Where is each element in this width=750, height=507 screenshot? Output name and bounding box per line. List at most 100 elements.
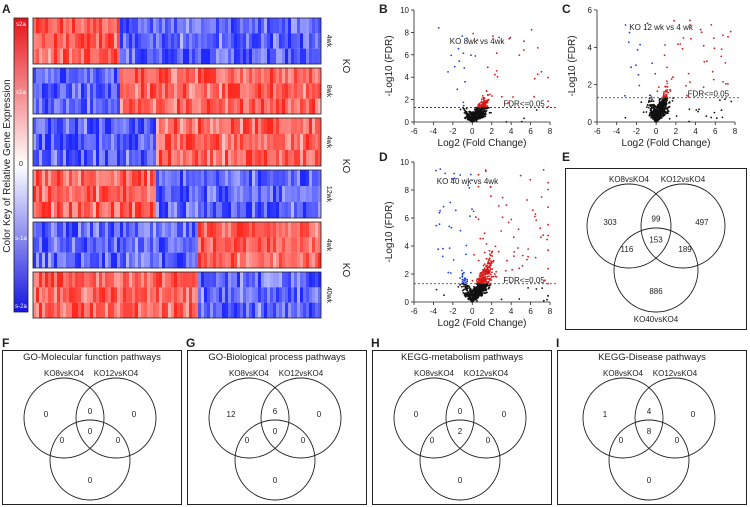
data-point (496, 75, 499, 78)
data-point (729, 30, 732, 33)
heatmap-cell (186, 83, 190, 99)
heatmap-cell (228, 272, 232, 288)
heatmap-cell (249, 134, 253, 151)
heatmap-cell (150, 237, 154, 253)
heatmap-cell (261, 170, 265, 187)
heatmap-cell (93, 33, 97, 49)
data-point (527, 255, 529, 258)
heatmap-cell (138, 287, 142, 303)
heatmap-cell (267, 48, 271, 65)
heatmap-cell (303, 68, 307, 84)
data-point (463, 117, 466, 119)
data-point (672, 76, 674, 79)
heatmap-cell (177, 118, 181, 135)
data-point (483, 105, 486, 108)
heatmap-cell (36, 98, 40, 115)
data-point (518, 54, 521, 56)
heatmap-cell (195, 48, 199, 65)
data-point (722, 34, 724, 37)
data-point (494, 73, 496, 76)
data-point (715, 117, 718, 120)
data-point (657, 103, 659, 106)
heatmap-cell (219, 237, 223, 253)
heatmap-cell (294, 287, 298, 303)
venn-set-label: KO40vsKO4 (627, 503, 672, 505)
heatmap-cell (258, 150, 262, 167)
heatmap-cell (96, 68, 100, 84)
heatmap-cell (147, 150, 151, 167)
data-point (484, 109, 486, 112)
heatmap-cell (99, 68, 103, 84)
heatmap-cell (273, 252, 277, 269)
heatmap-cell (270, 302, 274, 319)
heatmap-cell (78, 287, 82, 303)
heatmap-cell (60, 237, 64, 253)
heatmap-cell (147, 48, 151, 65)
venn-count: 0 (502, 410, 507, 419)
heatmap-cell (285, 48, 289, 65)
data-point (653, 113, 655, 115)
heatmap-cell (51, 237, 55, 253)
heatmap-cell (45, 222, 49, 238)
heatmap-cell (282, 170, 286, 187)
heatmap-cell (228, 83, 232, 99)
heatmap-cell (81, 272, 85, 288)
heatmap-cell (210, 68, 214, 84)
heatmap-cell (93, 302, 97, 319)
heatmap-cell (99, 287, 103, 303)
heatmap-cell (171, 98, 175, 115)
x-axis-label: Log2 (Fold Change) (438, 318, 527, 329)
data-point (477, 218, 480, 221)
heatmap-cell (129, 202, 133, 219)
heatmap-cell (192, 287, 196, 303)
heatmap-cell (213, 170, 217, 187)
heatmap-cell (231, 33, 235, 49)
data-point (476, 107, 478, 110)
data-point (699, 28, 702, 31)
data-point (486, 273, 489, 275)
heatmap-cell (231, 287, 235, 303)
heatmap-cell (300, 18, 304, 34)
heatmap-cell (252, 83, 256, 99)
heatmap-cell (135, 202, 139, 219)
venn-count: 0 (675, 436, 680, 445)
data-point (657, 110, 660, 112)
heatmap-cell (288, 237, 292, 253)
heatmap-cell (252, 48, 256, 65)
heatmap-cell (165, 18, 169, 34)
data-point (651, 98, 653, 100)
heatmap-cell (231, 134, 235, 151)
heatmap-cell (39, 68, 43, 84)
heatmap-cell (195, 33, 199, 49)
heatmap-cell (99, 33, 103, 49)
heatmap-cell (54, 33, 58, 49)
heatmap-cell (195, 252, 199, 269)
heatmap-cell (282, 252, 286, 269)
venn-count: 1 (603, 410, 608, 419)
heatmap-cell (228, 118, 232, 135)
heatmap-cell (246, 186, 250, 203)
heatmap-cell (159, 237, 163, 253)
heatmap-cell (258, 186, 262, 203)
heatmap-cell (174, 118, 178, 135)
venn-count: 0 (458, 476, 463, 485)
heatmap-cell (294, 150, 298, 167)
heatmap-cell (144, 252, 148, 269)
heatmap-cell (126, 287, 130, 303)
heatmap-cell (291, 287, 295, 303)
heatmap-group-label: KO (340, 263, 351, 278)
data-point (487, 94, 489, 97)
heatmap-cell (273, 237, 277, 253)
heatmap-cell (66, 222, 70, 238)
heatmap-cell (63, 222, 67, 238)
heatmap-cell (300, 118, 304, 135)
heatmap-cell (99, 170, 103, 187)
data-point (649, 94, 652, 97)
heatmap-cell (108, 150, 112, 167)
heatmap-cell (120, 150, 124, 167)
data-point (534, 213, 537, 215)
heatmap-cell (198, 237, 202, 253)
heatmap-cell (99, 18, 103, 34)
heatmap-cell (168, 186, 172, 203)
heatmap-cell (240, 150, 244, 167)
